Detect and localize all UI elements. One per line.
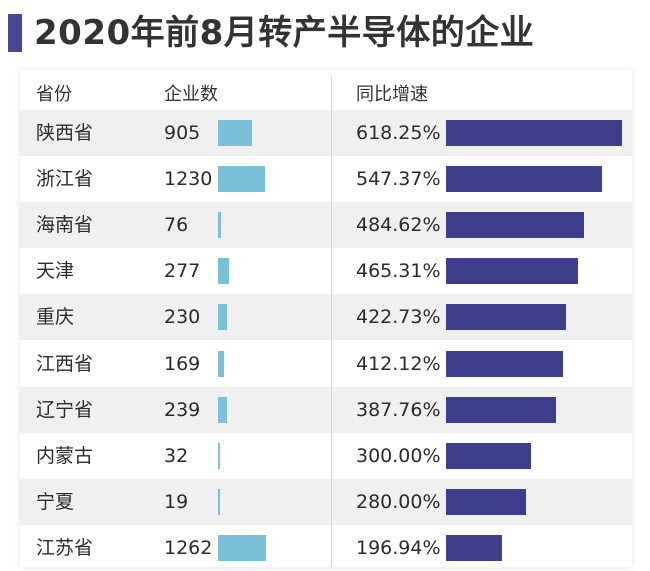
count-cell: 239 bbox=[164, 398, 201, 421]
province-cell: 辽宁省 bbox=[36, 398, 94, 421]
count-bar bbox=[218, 258, 229, 285]
header-growth: 同比增速 bbox=[356, 84, 428, 105]
growth-cell: 280.00% bbox=[356, 490, 441, 513]
count-bar bbox=[218, 534, 266, 561]
province-cell: 内蒙古 bbox=[36, 444, 94, 467]
growth-cell: 422.73% bbox=[356, 306, 441, 329]
count-cell: 1230 bbox=[164, 168, 213, 191]
province-cell: 天津 bbox=[36, 260, 75, 283]
title-accent-bar bbox=[8, 14, 22, 52]
growth-bar bbox=[446, 534, 503, 561]
table-row: 海南省 76 484.62% bbox=[20, 202, 632, 249]
table-row: 天津 277 465.31% bbox=[20, 248, 632, 294]
table-row: 浙江省 1230 547.37% bbox=[20, 156, 632, 202]
page-title: 2020年前8月转产半导体的企业 bbox=[34, 13, 535, 53]
table-row: 辽宁省 239 387.76% bbox=[20, 386, 632, 433]
count-bar bbox=[218, 304, 227, 331]
growth-bar bbox=[446, 350, 564, 377]
province-cell: 江苏省 bbox=[36, 536, 94, 559]
count-cell: 277 bbox=[164, 260, 201, 283]
province-cell: 江西省 bbox=[36, 352, 94, 375]
growth-bar bbox=[446, 488, 526, 515]
table-row: 江苏省 1262 196.94% bbox=[20, 525, 632, 571]
growth-bar bbox=[446, 258, 579, 285]
column-divider bbox=[331, 76, 332, 567]
province-cell: 重庆 bbox=[36, 306, 75, 329]
table-row: 内蒙古 32 300.00% bbox=[20, 433, 632, 479]
table-row: 江西省 169 412.12% bbox=[20, 341, 632, 387]
growth-bar bbox=[446, 442, 532, 469]
count-bar bbox=[218, 350, 225, 377]
table-row: 重庆 230 422.73% bbox=[20, 294, 632, 341]
header-count: 企业数 bbox=[164, 84, 218, 105]
count-bar bbox=[218, 442, 220, 469]
count-cell: 905 bbox=[164, 122, 201, 144]
count-cell: 169 bbox=[164, 352, 201, 375]
count-cell: 76 bbox=[164, 214, 189, 237]
growth-cell: 300.00% bbox=[356, 444, 441, 467]
growth-bar bbox=[446, 212, 584, 239]
count-bar bbox=[218, 396, 228, 423]
count-bar bbox=[218, 212, 221, 239]
growth-cell: 412.12% bbox=[356, 352, 441, 375]
growth-bar bbox=[446, 120, 622, 146]
header-province: 省份 bbox=[36, 84, 72, 105]
province-cell: 海南省 bbox=[36, 214, 94, 237]
growth-bar bbox=[446, 304, 567, 331]
count-bar bbox=[218, 488, 220, 515]
table-row: 陕西省 905 618.25% bbox=[20, 110, 632, 156]
province-cell: 浙江省 bbox=[36, 168, 94, 191]
growth-bar bbox=[446, 396, 557, 423]
growth-cell: 484.62% bbox=[356, 214, 441, 237]
count-bar bbox=[218, 120, 253, 146]
growth-cell: 547.37% bbox=[356, 168, 441, 191]
growth-cell: 465.31% bbox=[356, 260, 441, 283]
count-cell: 32 bbox=[164, 444, 189, 467]
province-cell: 宁夏 bbox=[36, 490, 75, 513]
count-cell: 230 bbox=[164, 306, 201, 329]
count-cell: 19 bbox=[164, 490, 189, 513]
province-cell: 陕西省 bbox=[36, 122, 94, 144]
table-row: 宁夏 19 280.00% bbox=[20, 478, 632, 525]
count-bar bbox=[218, 166, 265, 193]
count-cell: 1262 bbox=[164, 536, 213, 559]
growth-cell: 196.94% bbox=[356, 536, 441, 559]
growth-bar bbox=[446, 166, 602, 193]
growth-cell: 618.25% bbox=[356, 122, 441, 144]
growth-cell: 387.76% bbox=[356, 398, 441, 421]
